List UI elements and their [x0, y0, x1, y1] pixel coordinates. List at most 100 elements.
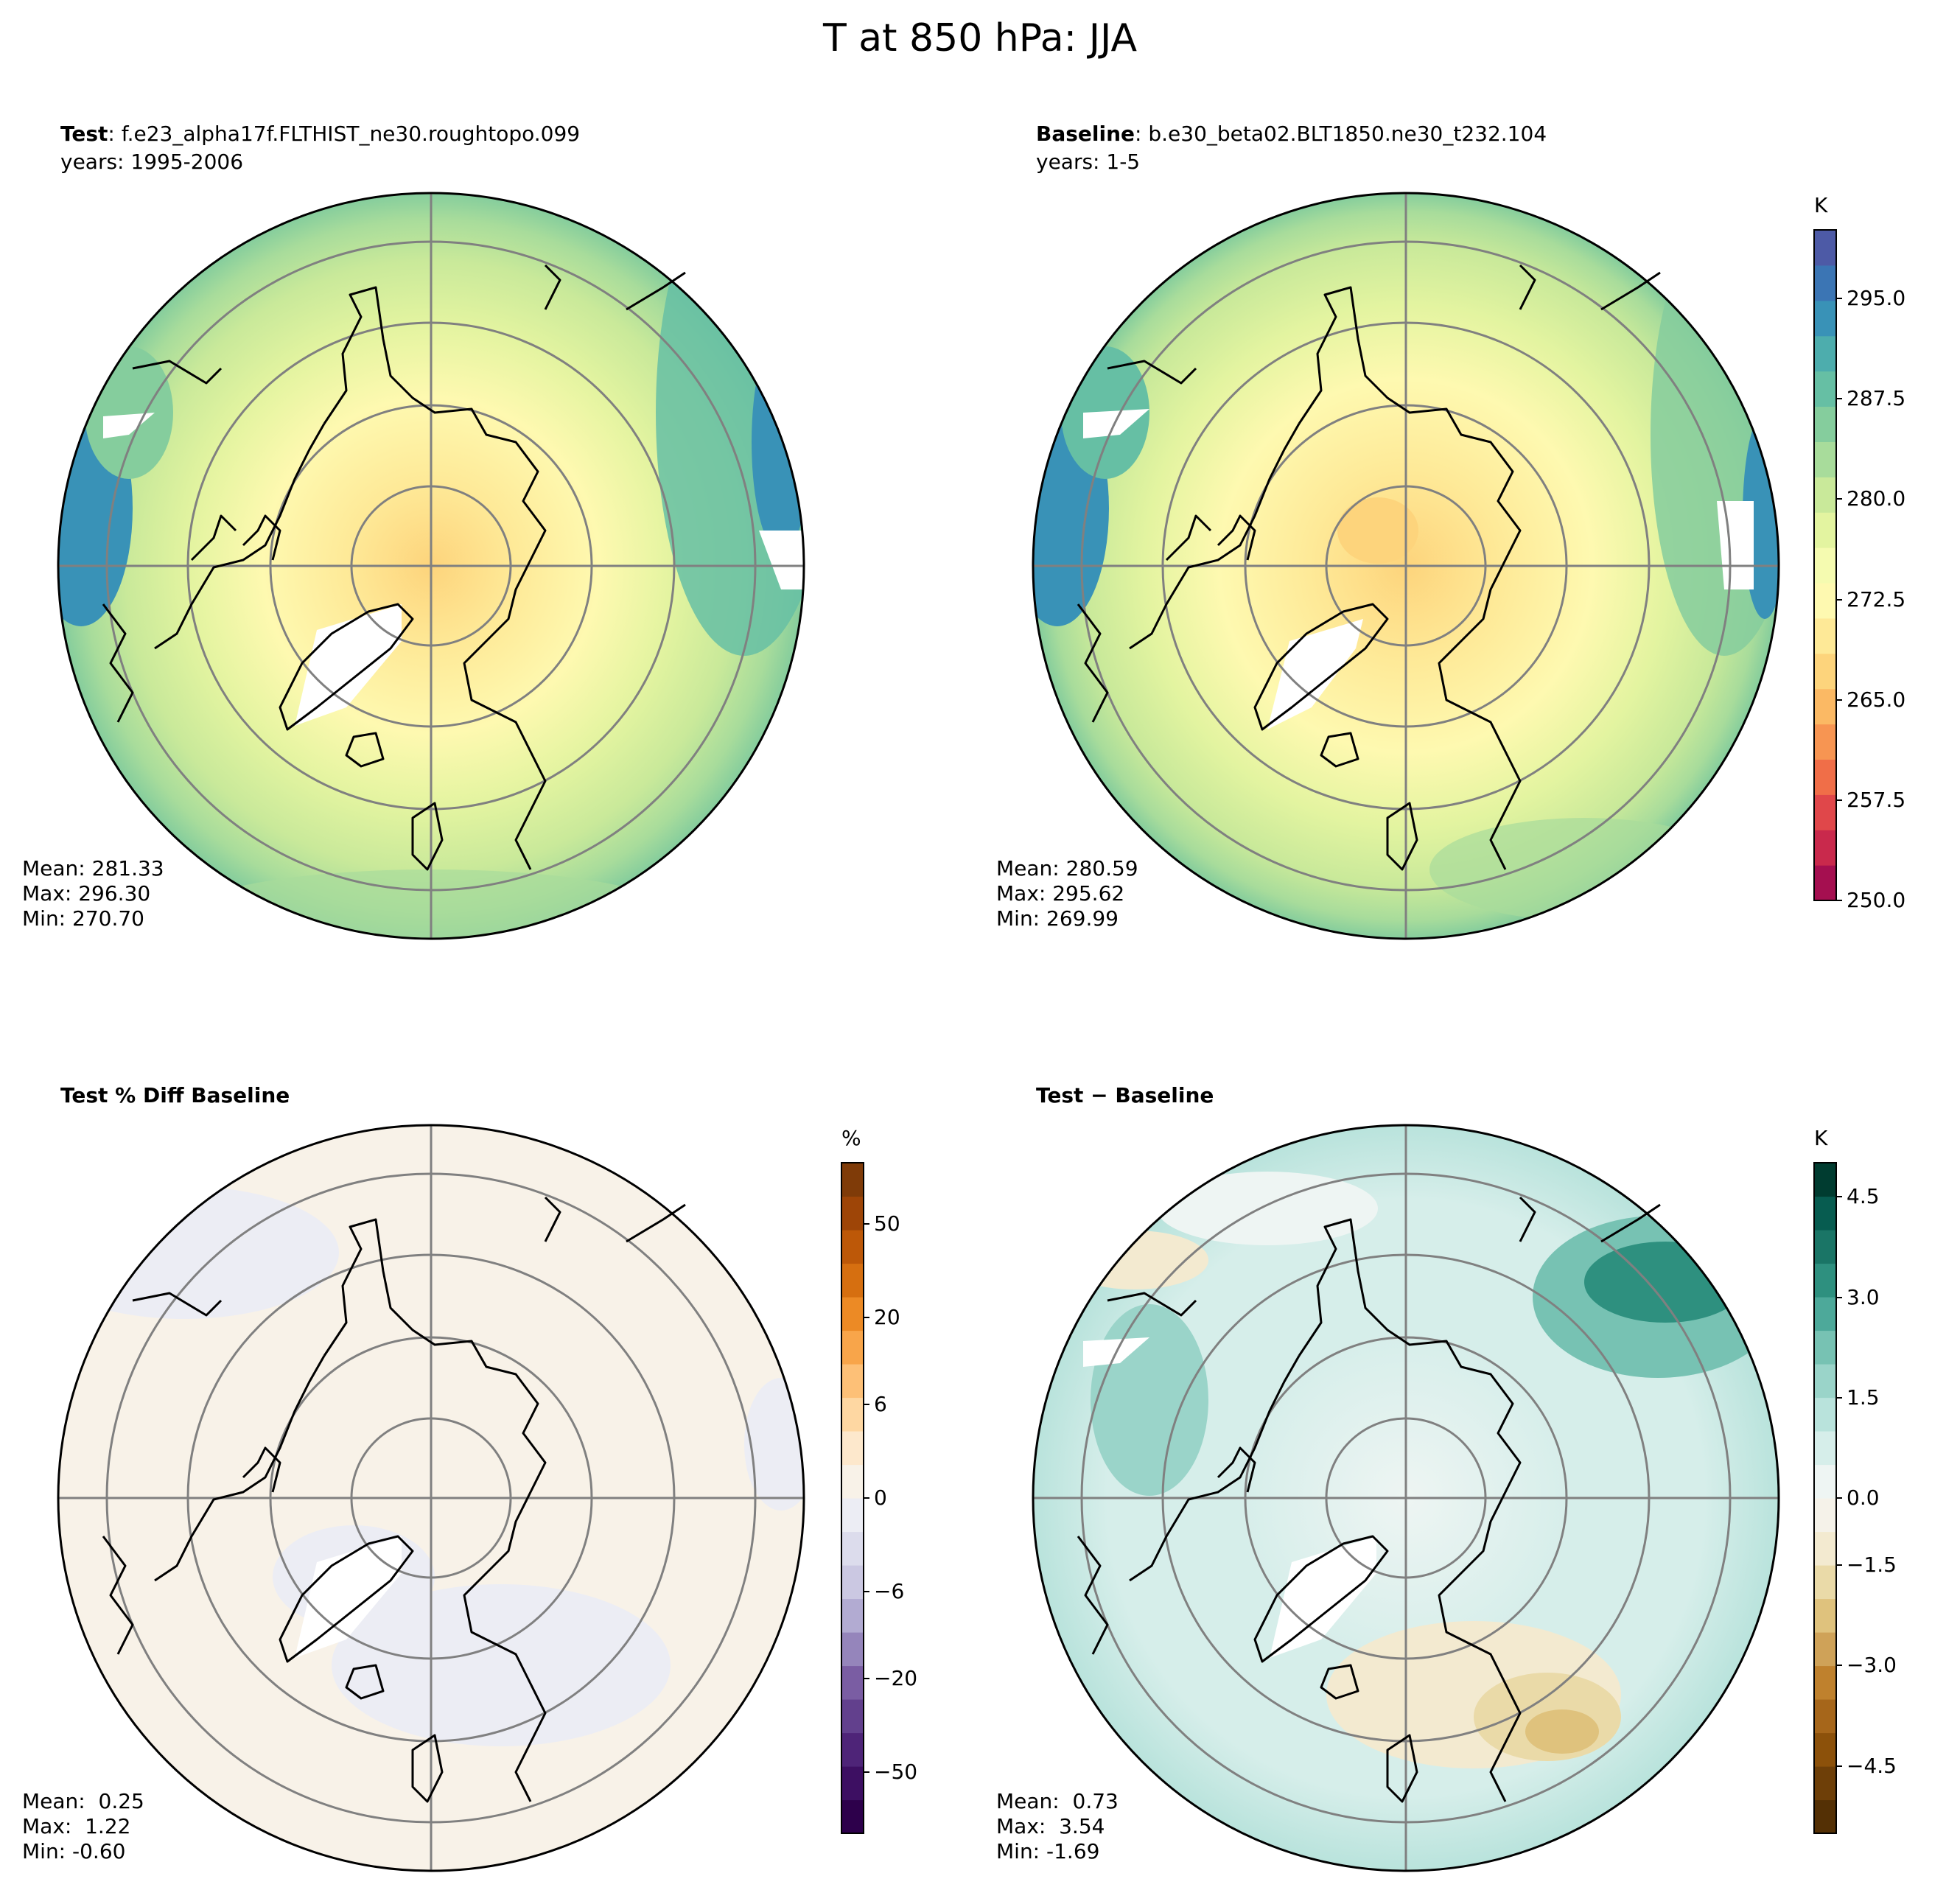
- temperature-colorbar-level: [1814, 617, 1836, 654]
- difference-colorbar-tick-label: −1.5: [1847, 1553, 1897, 1577]
- difference-colorbar-level: [1814, 1766, 1836, 1801]
- difference-colorbar-level: [1814, 1196, 1836, 1231]
- temperature-colorbar-level: [1814, 547, 1836, 584]
- temperature-colorbar-frame: [1813, 229, 1837, 901]
- difference-colorbar-level: [1814, 1330, 1836, 1365]
- temperature-colorbar-level: [1814, 371, 1836, 407]
- pctdiff-min: Min: -0.60: [22, 1839, 126, 1863]
- difference-colorbar: [1813, 1162, 1842, 1834]
- percent-colorbar-level: [841, 1230, 864, 1264]
- difference-colorbar-level: [1814, 1230, 1836, 1264]
- percent-colorbar-tick-label: −20: [874, 1666, 918, 1690]
- baseline-map: [1032, 192, 1780, 940]
- temperature-colorbar-level: [1814, 724, 1836, 760]
- difference-colorbar-level: [1814, 1665, 1836, 1700]
- percent-colorbar-level: [841, 1766, 864, 1801]
- percent-colorbar-level: [841, 1732, 864, 1767]
- pctdiff-label: Test % Diff Baseline: [60, 1083, 290, 1107]
- temperature-colorbar-tick-label: 272.5: [1847, 587, 1906, 612]
- temperature-colorbar-tick-label: 250.0: [1847, 888, 1906, 912]
- difference-colorbar-tick-label: 3.0: [1847, 1285, 1880, 1309]
- percent-colorbar-tick-label: −6: [874, 1579, 905, 1603]
- difference-colorbar-level: [1814, 1297, 1836, 1331]
- baseline-graticule: [1033, 193, 1779, 939]
- test-min: Min: 270.70: [22, 906, 144, 931]
- difference-colorbar-level: [1814, 1163, 1836, 1197]
- percent-colorbar-level: [841, 1431, 864, 1466]
- pctdiff-map-boundary: [57, 1124, 805, 1872]
- pctdiff-max: Max: 1.22: [22, 1814, 131, 1838]
- temperature-colorbar-level: [1814, 512, 1836, 548]
- temperature-colorbar-level: [1814, 406, 1836, 442]
- pctdiff-panel-title: Test % Diff Baseline: [60, 1082, 290, 1110]
- percent-colorbar-tick-label: 50: [874, 1211, 900, 1236]
- percent-colorbar-level: [841, 1163, 864, 1197]
- diff-stats: Mean: 0.73 Max: 3.54 Min: -1.69: [996, 1789, 1119, 1864]
- baseline-coastlines: [1077, 264, 1661, 871]
- pctdiff-graticule: [58, 1125, 804, 1871]
- baseline-mean: Mean: 280.59: [996, 856, 1138, 881]
- diff-map-boundary: [1032, 1124, 1780, 1872]
- baseline-case-name: : b.e30_beta02.BLT1850.ne30_t232.104: [1135, 122, 1547, 146]
- test-missing-andes: [759, 531, 803, 589]
- percent-colorbar-tick-label: −50: [874, 1760, 918, 1784]
- difference-colorbar-tick-label: 1.5: [1847, 1385, 1880, 1410]
- baseline-panel-title: Baseline: b.e30_beta02.BLT1850.ne30_t232…: [1036, 120, 1547, 176]
- temperature-colorbar: [1813, 229, 1842, 901]
- baseline-map-boundary: [1032, 192, 1780, 940]
- temperature-colorbar-tick-label: 295.0: [1847, 286, 1906, 310]
- percent-colorbar-level: [841, 1665, 864, 1700]
- temperature-colorbar-level: [1814, 582, 1836, 619]
- temperature-colorbar-unit: K: [1814, 193, 1828, 217]
- percent-colorbar-level: [841, 1364, 864, 1399]
- baseline-min: Min: 269.99: [996, 906, 1119, 931]
- difference-colorbar-level: [1814, 1263, 1836, 1298]
- difference-colorbar-unit: K: [1814, 1126, 1828, 1150]
- temperature-colorbar-level: [1814, 653, 1836, 690]
- percent-colorbar: [841, 1162, 869, 1834]
- pctdiff-coastlines: [102, 1196, 686, 1803]
- percent-colorbar-tick-label: 0: [874, 1485, 887, 1510]
- temperature-colorbar-level: [1814, 335, 1836, 372]
- percent-colorbar-level: [841, 1196, 864, 1231]
- figure-title: T at 850 hPa: JJA: [822, 16, 1138, 60]
- difference-colorbar-level: [1814, 1598, 1836, 1633]
- temperature-colorbar-level: [1814, 794, 1836, 830]
- difference-colorbar-tick-label: 0.0: [1847, 1485, 1880, 1510]
- difference-colorbar-level: [1814, 1632, 1836, 1667]
- difference-colorbar-level: [1814, 1397, 1836, 1432]
- temperature-colorbar-level: [1814, 477, 1836, 513]
- test-max: Max: 296.30: [22, 881, 151, 906]
- diff-min: Min: -1.69: [996, 1839, 1100, 1863]
- difference-colorbar-level: [1814, 1464, 1836, 1499]
- difference-colorbar-tick-label: −4.5: [1847, 1754, 1897, 1778]
- percent-colorbar-level: [841, 1565, 864, 1600]
- baseline-years: years: 1-5: [1036, 150, 1141, 174]
- difference-colorbar-level: [1814, 1565, 1836, 1600]
- test-missing-greenland: [295, 604, 402, 726]
- percent-colorbar-level: [841, 1799, 864, 1834]
- temperature-colorbar-level: [1814, 300, 1836, 337]
- test-mean: Mean: 281.33: [22, 856, 164, 881]
- temperature-colorbar-level: [1814, 441, 1836, 477]
- test-map-boundary: [57, 192, 805, 940]
- difference-colorbar-level: [1814, 1699, 1836, 1734]
- baseline-missing-tibet: [1083, 409, 1149, 438]
- percent-colorbar-level: [841, 1464, 864, 1499]
- percent-colorbar-level: [841, 1263, 864, 1298]
- temperature-colorbar-tick-label: 265.0: [1847, 687, 1906, 712]
- difference-colorbar-level: [1814, 1431, 1836, 1466]
- percent-colorbar-tick-label: 20: [874, 1305, 900, 1329]
- percent-colorbar-level: [841, 1531, 864, 1566]
- percent-colorbar-unit: %: [841, 1126, 861, 1150]
- difference-colorbar-tick-label: 4.5: [1847, 1184, 1880, 1208]
- temperature-colorbar-level: [1814, 759, 1836, 795]
- difference-colorbar-level: [1814, 1364, 1836, 1399]
- diff-max: Max: 3.54: [996, 1814, 1105, 1838]
- difference-colorbar-level: [1814, 1531, 1836, 1566]
- diff-panel-title: Test − Baseline: [1036, 1082, 1214, 1110]
- diff-map: [1032, 1124, 1780, 1872]
- percent-colorbar-tick-label: 6: [874, 1392, 887, 1416]
- diff-missing-greenland: [1270, 1536, 1376, 1658]
